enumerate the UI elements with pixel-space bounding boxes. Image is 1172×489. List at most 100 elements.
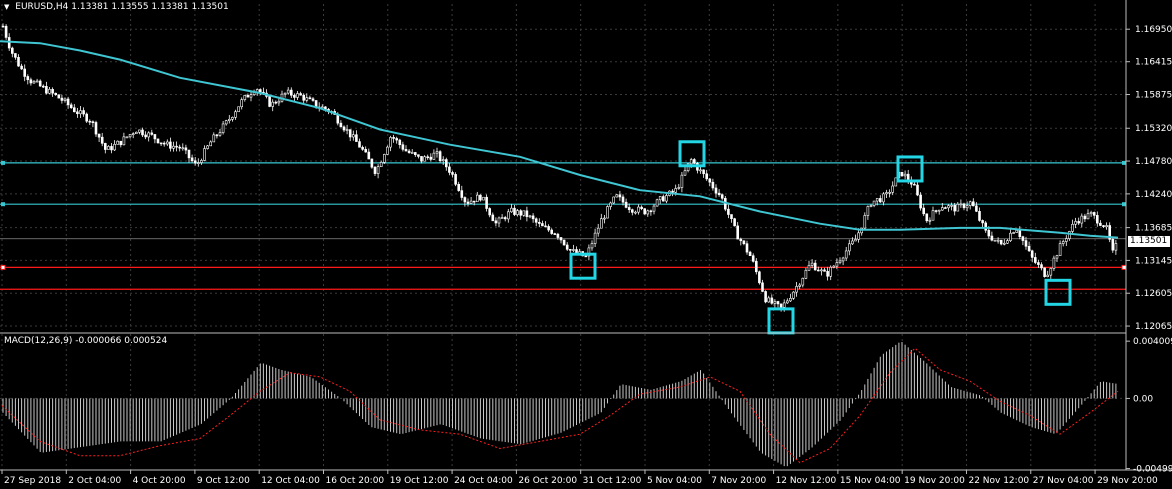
candle-body [175,145,178,148]
candle-body [1068,231,1071,239]
candle-body [823,269,826,272]
time-label: 12 Nov 12:00 [776,476,837,486]
candle-body [79,110,82,115]
candle-body [922,207,926,215]
candle-body [649,210,653,213]
candle-body [26,76,30,81]
candle-body [565,244,569,250]
candle-body [156,138,160,144]
candle-body [646,210,650,215]
candle-body [866,206,870,216]
candle-body [944,207,947,209]
candle-body [1043,267,1046,277]
candle-body [1089,212,1093,215]
candle-body [634,211,637,214]
candle-body [162,142,166,145]
candle-body [1055,255,1059,259]
candle-body [863,215,867,229]
candle-body [203,148,206,161]
price-label: 1.13145 [1135,256,1172,266]
candle-body [17,57,20,67]
candle-body [1096,215,1099,224]
candle-body [975,205,978,212]
candle-body [627,207,631,210]
candle-body [984,222,988,231]
candle-body [841,257,845,262]
candle-body [277,100,281,104]
candle-body [1015,230,1019,233]
candle-body [798,284,802,287]
horizontal-levels[interactable] [0,160,1127,290]
candle-body [978,211,981,221]
candle-body [395,138,399,141]
time-label: 12 Oct 04:00 [261,476,320,486]
candle-body [172,145,175,149]
candle-body [97,133,101,138]
candle-body [209,141,212,147]
candle-body [720,194,724,199]
candle-body [590,243,594,249]
candle-body [559,237,563,241]
candle-body [928,219,932,222]
chart-header: ▼ EURUSD,H4 1.13381 1.13555 1.13381 1.13… [4,2,229,12]
candle-body [426,156,430,159]
dropdown-triangle-icon[interactable]: ▼ [4,3,10,11]
candle-body [925,213,929,222]
candle-body [454,174,457,185]
level-handle-right [1121,264,1127,270]
candle-body [947,205,950,209]
candle-body [869,205,873,207]
candle-body [556,233,560,238]
candle-body [150,132,154,135]
candle-body [782,302,786,308]
level-handle-right [1122,160,1126,165]
candle-body [57,94,61,99]
candle-body [1024,240,1028,247]
candle-body [382,154,386,163]
candle-body [1083,215,1087,220]
time-label: 24 Oct 04:00 [454,476,513,486]
candle-body [367,151,371,160]
candle-body [882,193,885,203]
candle-body [665,195,668,202]
candle-body [826,271,829,277]
candle-body [891,185,895,193]
candle-body [1058,243,1062,257]
candle-body [63,98,67,101]
time-label: 19 Nov 20:00 [904,476,965,486]
candle-body [438,151,442,162]
candle-body [652,205,656,212]
candle-body [807,265,811,271]
candle-body [820,269,823,272]
highlight-box [896,155,924,183]
candle-body [689,159,693,165]
candle-body [838,260,842,263]
candle-body [221,123,225,133]
candle-body [804,269,808,279]
candle-body [187,149,191,159]
candle-body [386,146,389,155]
candle-body [959,203,963,206]
candle-body [1030,250,1034,258]
candle-body [389,137,392,148]
time-label: 16 Oct 20:00 [325,476,384,486]
candle-body [457,183,461,191]
candle-body [640,206,643,209]
candle-body [671,190,674,193]
candle-body [931,210,935,221]
candle-body [736,225,740,240]
candle-body [336,114,340,124]
candle-body [587,247,591,257]
candle-body [361,146,364,150]
candle-body [215,134,219,137]
candle-body [544,225,547,228]
candle-body [14,53,17,58]
candle-body [553,233,557,235]
candle-body [91,121,95,123]
candle-body [776,301,780,305]
candle-body [1018,230,1022,237]
candle-body [494,220,498,224]
candle-body [197,162,200,164]
candle-body [572,249,575,251]
